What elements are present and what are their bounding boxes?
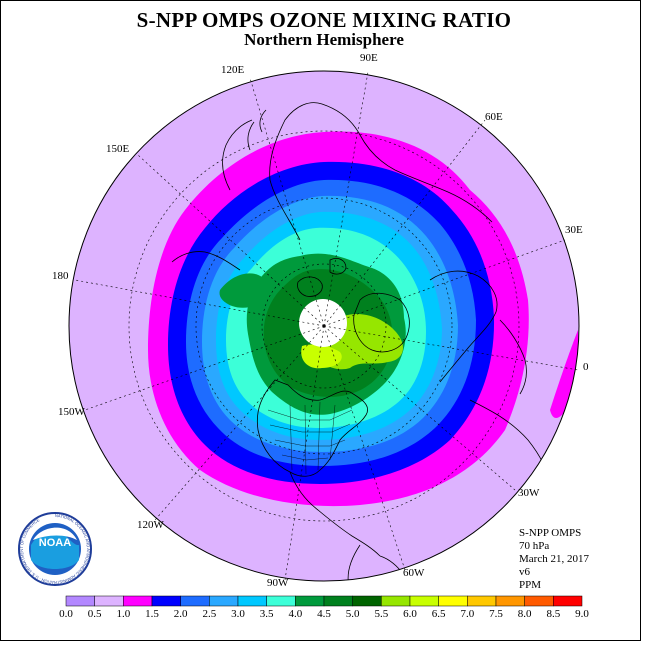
mediterranean-coast [499,319,527,395]
lon-label-60e: 60E [485,111,503,123]
colorbar-swatch [180,595,210,607]
greenland-coast [353,292,410,353]
colorbar-tick-label: 6.0 [403,608,417,620]
lon-label-30e: 30E [565,224,583,236]
noaa-logo-text: NOAA [39,537,71,549]
lon-label-0: 0 [583,361,589,373]
colorbar-swatch [295,595,325,607]
colorbar-tick-label: 8.5 [546,608,561,620]
north-america-coast [256,379,368,477]
noaa-logo: NOAA NATIONAL OCEANIC AND ATMOSPHERIC AD… [18,512,92,586]
info-block: S-NPP OMPS 70 hPa March 21, 2017 v6 PPM [519,527,589,592]
colorbar-tick-label: 9.0 [575,608,589,620]
colorbar-tick-label: 0.5 [87,608,102,620]
colorbar-swatch [438,595,468,607]
patch-4-4.5-left [219,273,269,308]
colorbar-tick-label: 7.5 [489,608,503,620]
colorbar-tick-label: 8.0 [517,608,532,620]
colorbar-swatch [123,595,153,607]
kamchatka-coast [222,119,253,191]
map-title: S-NPP OMPS OZONE MIXING RATIO [136,8,512,32]
central-america-coast [289,471,381,557]
south-america-coast [347,544,411,581]
colorbar-tick-label: 5.0 [345,608,360,620]
colorbar-swatch [352,595,382,607]
colorbar-swatch [94,595,124,607]
longitude-labels: 90E 120E 60E 150E 30E 180 0 150W 30W 120… [52,52,589,589]
colorbar-tick-label: 4.0 [288,608,303,620]
info-version: v6 [519,566,530,578]
lon-label-30w: 30W [518,487,540,499]
ozone-field [69,71,579,581]
colorbar-tick-label: 3.5 [259,608,274,620]
polar-data-gap [299,299,347,347]
lon-label-90e: 90E [360,52,378,64]
colorbar-tick-label: 0.0 [59,608,73,620]
figure-frame [0,0,641,641]
colorbar-tick-label: 3.0 [231,608,245,620]
info-date: March 21, 2017 [519,553,589,565]
colorbar-tick-label: 7.0 [460,608,475,620]
lon-label-150w: 150W [58,406,86,418]
colorbar-swatch [266,595,296,607]
info-instrument: S-NPP OMPS [519,527,582,539]
info-units: PPM [519,579,542,591]
patch-5.5-6 [301,344,342,369]
lon-label-180: 180 [52,270,69,282]
colorbar [65,595,583,607]
colorbar-tick-label: 2.5 [202,608,217,620]
colorbar-swatch [65,595,95,607]
state-borders [267,401,353,475]
lon-label-120w: 120W [137,519,165,531]
asia-coast [269,102,493,241]
lon-label-120e: 120E [221,64,245,76]
map-subtitle: Northern Hemisphere [244,30,404,49]
colorbar-swatch [495,595,525,607]
colorbar-swatch [553,595,583,607]
lon-label-60w: 60W [403,567,425,579]
colorbar-swatch [209,595,239,607]
colorbar-swatch [237,595,267,607]
colorbar-swatch [467,595,497,607]
colorbar-swatch [524,595,554,607]
japan-coast [247,109,267,151]
colorbar-tick-label: 2.0 [173,608,188,620]
colorbar-tick-label: 6.5 [431,608,446,620]
lon-label-90w: 90W [267,577,289,589]
map-boundary [68,70,580,582]
arctic-islands [297,258,347,297]
europe-coast [429,270,498,383]
colorbar-tick-label: 1.0 [116,608,131,620]
colorbar-tick-label: 1.5 [145,608,159,620]
graticule [74,71,579,581]
colorbar-tick-label: 4.5 [317,608,331,620]
colorbar-tick-label: 5.5 [374,608,389,620]
colorbar-swatch [151,595,181,607]
info-level: 70 hPa [519,540,550,552]
colorbar-swatch [409,595,439,607]
colorbar-swatch [323,595,353,607]
alaska-coast [171,251,241,271]
colorbar-swatch [381,595,411,607]
lon-label-150e: 150E [106,143,130,155]
